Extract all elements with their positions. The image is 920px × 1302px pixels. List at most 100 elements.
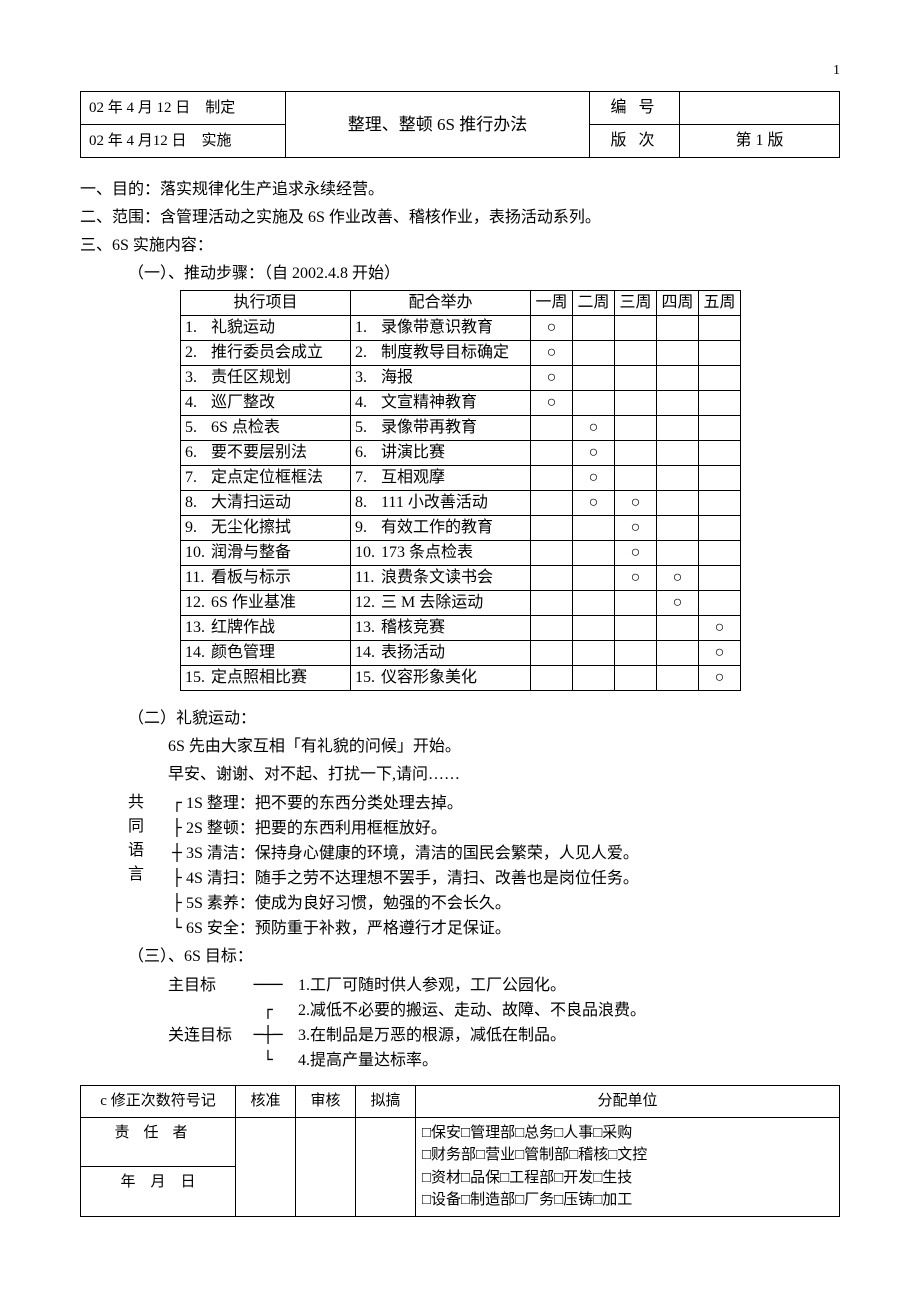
hdr-date-establish: 02 年 4 月 12 日 制定 [81, 92, 286, 125]
table-row: 9.无尘化擦拭9.有效工作的教育○ [181, 516, 741, 541]
week-cell [615, 441, 657, 466]
week-cell [573, 591, 615, 616]
week-cell [531, 441, 573, 466]
common-language-block: 共同语言 ┌1S 整理：把不要的东西分类处理去掉。├2S 整顿：把要的东西利用框… [168, 791, 840, 941]
table-row: 1.礼貌运动1.录像带意识教育○ [181, 316, 741, 341]
goal-text: 4.提高产量达标率。 [298, 1052, 438, 1069]
goals-block: 主目标───1.工厂可随时供人参观，工厂公园化。┌2.减低不必要的搬运、走动、故… [168, 973, 840, 1073]
week-cell [531, 616, 573, 641]
bracket-line: └6S 安全：预防重于补救，严格遵行才足保证。 [168, 916, 840, 941]
week-cell [573, 341, 615, 366]
bracket-glyph: └ [168, 916, 186, 940]
goal-connector: └ [238, 1048, 298, 1072]
unit-line: □资材□品保□工程部□开发□生技 [422, 1167, 833, 1190]
doc-title: 整理、整顿 6S 推行办法 [286, 92, 590, 158]
table-row: 8.大清扫运动8.111 小改善活动○○ [181, 491, 741, 516]
week-cell [699, 491, 741, 516]
week-cell [573, 641, 615, 666]
week-cell [531, 591, 573, 616]
ft-h2: 核准 [236, 1086, 296, 1118]
week-cell [573, 366, 615, 391]
week-cell [531, 566, 573, 591]
bracket-glyph: ┼ [168, 841, 186, 865]
exec-cell: 2.推行委员会成立 [181, 341, 351, 366]
section-3: 三、6S 实施内容： [80, 234, 840, 258]
table-row: 4.巡厂整改4.文宣精神教育○ [181, 391, 741, 416]
week-cell [657, 616, 699, 641]
week-cell: ○ [699, 616, 741, 641]
goal-connector: ─── [238, 973, 298, 997]
bracket-text: 6S 安全：预防重于补救，严格遵行才足保证。 [186, 920, 511, 937]
week-cell [531, 641, 573, 666]
week-cell [699, 516, 741, 541]
week-cell: ○ [699, 641, 741, 666]
exec-cell: 10.润滑与整备 [181, 541, 351, 566]
unit-line: □设备□制造部□厂务□压铸□加工 [422, 1189, 833, 1212]
table-row: 15.定点照相比赛15.仪容形象美化○ [181, 666, 741, 691]
bracket-line: ├4S 清扫：随手之劳不达理想不罢手，清扫、改善也是岗位任务。 [168, 866, 840, 891]
exec-cell: 1.礼貌运动 [181, 316, 351, 341]
section-2: 二、范围：含管理活动之实施及 6S 作业改善、稽核作业，表扬活动系列。 [80, 206, 840, 230]
exec-cell: 3.责任区规划 [181, 366, 351, 391]
bracket-label-char: 共 [128, 791, 144, 815]
week-cell [615, 666, 657, 691]
week-cell [657, 391, 699, 416]
week-cell [657, 666, 699, 691]
ft-responsible: 责任者 [81, 1117, 236, 1167]
week-cell [657, 641, 699, 666]
goal-row: ┌2.减低不必要的搬运、走动、故障、不良品浪费。 [168, 998, 840, 1023]
week-cell [657, 341, 699, 366]
week-cell [699, 416, 741, 441]
table-row: 7.定点定位框框法7.互相观摩○ [181, 466, 741, 491]
ft-approve-cell [236, 1117, 296, 1216]
steps-col-4: 三周 [615, 291, 657, 316]
week-cell: ○ [531, 391, 573, 416]
week-cell: ○ [699, 666, 741, 691]
exec-cell: 6.要不要层别法 [181, 441, 351, 466]
coop-cell: 12.三 M 去除运动 [351, 591, 531, 616]
week-cell [657, 316, 699, 341]
section-3-3-title: （三）、6S 目标： [128, 945, 840, 969]
goal-row: 关连目标─┼─3.在制品是万恶的根源，减低在制品。 [168, 1023, 840, 1048]
table-row: 5.6S 点检表5.录像带再教育○ [181, 416, 741, 441]
week-cell [657, 541, 699, 566]
table-row: 14.颜色管理14.表扬活动○ [181, 641, 741, 666]
exec-cell: 15.定点照相比赛 [181, 666, 351, 691]
week-cell: ○ [573, 441, 615, 466]
week-cell [531, 516, 573, 541]
week-cell [615, 316, 657, 341]
unit-line: □保安□管理部□总务□人事□采购 [422, 1122, 833, 1145]
week-cell: ○ [615, 541, 657, 566]
section-3-1: （一）、推动步骤：（自 2002.4.8 开始） [128, 262, 840, 286]
goal-label: 关连目标 [168, 1024, 238, 1048]
bracket-text: 3S 清洁：保持身心健康的环境，清洁的国民会繁荣，人见人爱。 [186, 845, 639, 862]
ft-draft-cell [356, 1117, 416, 1216]
week-cell [615, 616, 657, 641]
coop-cell: 2.制度教导目标确定 [351, 341, 531, 366]
page-number: 1 [80, 60, 840, 81]
section-3-2-line1: 6S 先由大家互相「有礼貌的问候」开始。 [168, 735, 840, 759]
week-cell [573, 391, 615, 416]
bracket-line: ├2S 整顿：把要的东西利用框框放好。 [168, 816, 840, 841]
week-cell [657, 441, 699, 466]
exec-cell: 9.无尘化擦拭 [181, 516, 351, 541]
exec-cell: 14.颜色管理 [181, 641, 351, 666]
hdr-date-implement: 02 年 4 月12 日 实施 [81, 125, 286, 158]
steps-col-0: 执行项目 [181, 291, 351, 316]
hdr-ver-value: 第 1 版 [680, 125, 840, 158]
table-row: 12.6S 作业基准12.三 M 去除运动○ [181, 591, 741, 616]
bracket-glyph: ├ [168, 891, 186, 915]
steps-col-2: 一周 [531, 291, 573, 316]
goal-row: └4.提高产量达标率。 [168, 1048, 840, 1073]
week-cell: ○ [531, 366, 573, 391]
bracket-text: 4S 清扫：随手之劳不达理想不罢手，清扫、改善也是岗位任务。 [186, 870, 639, 887]
week-cell: ○ [615, 516, 657, 541]
bracket-text: 1S 整理：把不要的东西分类处理去掉。 [186, 795, 463, 812]
week-cell [615, 641, 657, 666]
coop-cell: 5.录像带再教育 [351, 416, 531, 441]
week-cell [657, 366, 699, 391]
goal-text: 2.减低不必要的搬运、走动、故障、不良品浪费。 [298, 1002, 646, 1019]
week-cell [699, 541, 741, 566]
hdr-num-label: 编号 [590, 92, 680, 125]
week-cell [699, 466, 741, 491]
